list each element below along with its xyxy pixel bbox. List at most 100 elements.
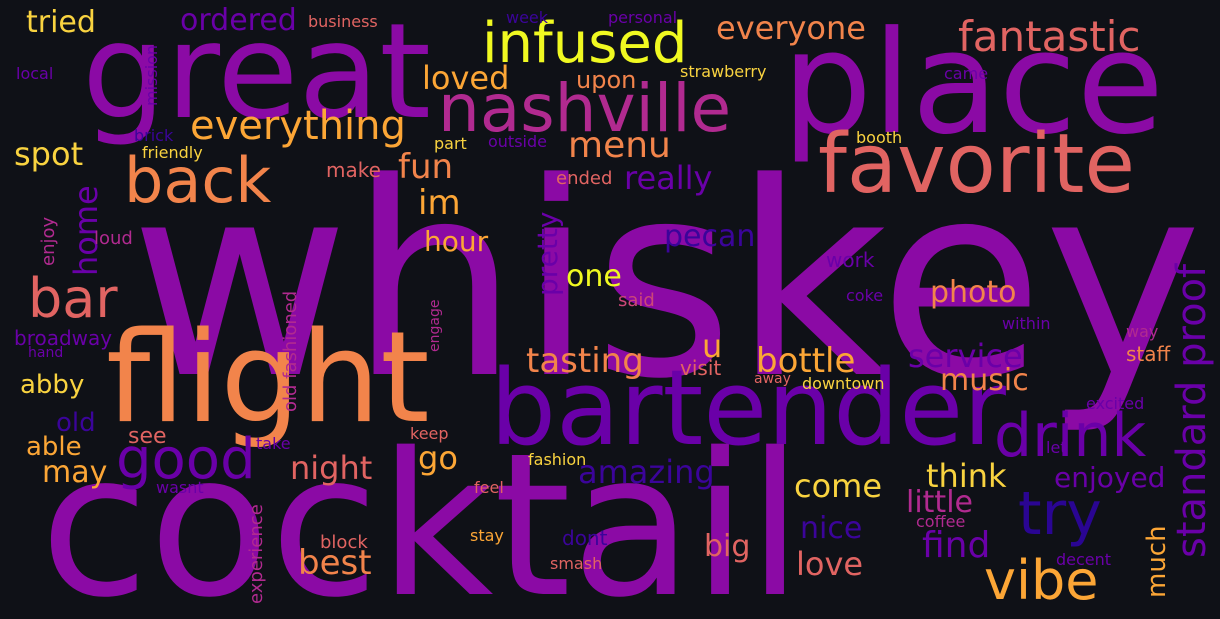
word-loved: loved [422,59,510,97]
word-standard-proof: standard proof [1169,263,1215,558]
word-drink: drink [994,401,1147,471]
word-im: im [418,183,461,223]
word-broadway: broadway [14,326,113,350]
word-infused: infused [482,11,688,76]
word-week: week [506,8,549,27]
word-enjoy: enjoy [38,216,59,266]
word-part: part [434,134,467,153]
word-love: love [796,545,864,583]
word-bar: bar [28,267,118,330]
word-dont: dont [562,526,608,550]
word-experience: experience [246,504,267,604]
word-tasting: tasting [526,341,644,381]
word-favorite: favorite [818,117,1135,212]
word-vibe: vibe [984,549,1099,612]
word-menu: menu [568,125,671,166]
word-photo: photo [930,275,1017,310]
word-music: music [940,363,1029,398]
word-make: make [326,158,381,182]
word-decent: decent [1056,550,1112,569]
word-enjoyed: enjoyed [1054,461,1166,494]
word-way: way [1126,322,1159,341]
word-coke: coke [846,286,884,305]
word-staff: staff [1126,342,1171,366]
word-downtown: downtown [802,374,885,393]
word-hand: hand [28,345,64,361]
word-engage: engage [427,299,443,352]
word-place: place [782,1,1165,166]
word-find: find [922,525,991,566]
word-upon: upon [576,66,637,94]
word-amazing: amazing [578,453,715,491]
word-pecan: pecan [664,219,756,254]
word-excited: excited [1086,394,1145,413]
word-outside: outside [488,132,547,151]
word-old-fashioned: old fashioned [280,290,301,412]
word-within: within [1002,314,1051,333]
word-tried: tried [26,5,96,40]
word-stay: stay [470,526,504,545]
word-back: back [124,144,272,217]
word-little: little [906,485,973,520]
word-u: u [702,327,723,365]
word-fantastic: fantastic [958,12,1141,61]
word-local: local [16,64,54,83]
word-nashville: nashville [438,70,732,147]
word-good: good [116,427,256,492]
word-mission: mission [142,44,161,106]
word-block: block [320,532,368,553]
word-bartender: bartender [490,347,1006,469]
word-bottle: bottle [756,341,856,381]
word-think: think [926,457,1007,495]
word-smash: smash [550,554,603,573]
word-coffee: coffee [916,512,966,531]
word-personal: personal [608,8,678,27]
word-flight: flight [106,304,430,451]
word-fun: fun [398,147,454,187]
word-go: go [418,439,458,477]
word-came: came [944,64,989,83]
word-nice: nice [800,511,863,546]
word-everyone: everyone [716,9,866,47]
word-may: may [42,455,108,490]
word-friendly: friendly [142,143,203,162]
word-come: come [794,467,883,505]
word-whiskey: whiskey [130,126,1203,438]
word-brick: brick [134,126,174,145]
word-ordered: ordered [180,3,297,38]
word-see: see [128,424,167,449]
word-fashion: fashion [528,450,587,469]
word-everything: everything [190,103,406,149]
word-much: much [1142,525,1172,598]
word-ended: ended [556,168,613,189]
word-pretty: pretty [531,211,564,296]
word-hour: hour [424,225,489,258]
word-really: really [624,159,713,197]
word-able: able [26,432,82,462]
word-loud: loud [94,228,133,249]
word-keep: keep [410,424,449,443]
word-one: one [566,259,622,294]
word-visit: visit [680,356,722,380]
word-let: let [1046,438,1067,457]
word-best: best [298,543,372,583]
word-abby: abby [20,370,85,400]
word-great: great [82,0,432,149]
word-service: service [908,337,1023,375]
word-night: night [290,449,373,487]
word-try: try [1018,479,1102,549]
word-cocktail: cocktail [40,410,803,619]
word-booth: booth [856,128,903,147]
word-old: old [56,408,96,438]
word-work: work [826,248,875,272]
word-feel: feel [474,478,504,497]
word-strawberry: strawberry [680,62,767,81]
word-said: said [618,290,655,311]
word-away: away [754,371,791,387]
word-business: business [308,12,378,31]
word-spot: spot [14,135,84,173]
word-wasnt: wasnt [156,478,204,497]
word-big: big [704,529,751,564]
word-take: take [256,434,291,453]
